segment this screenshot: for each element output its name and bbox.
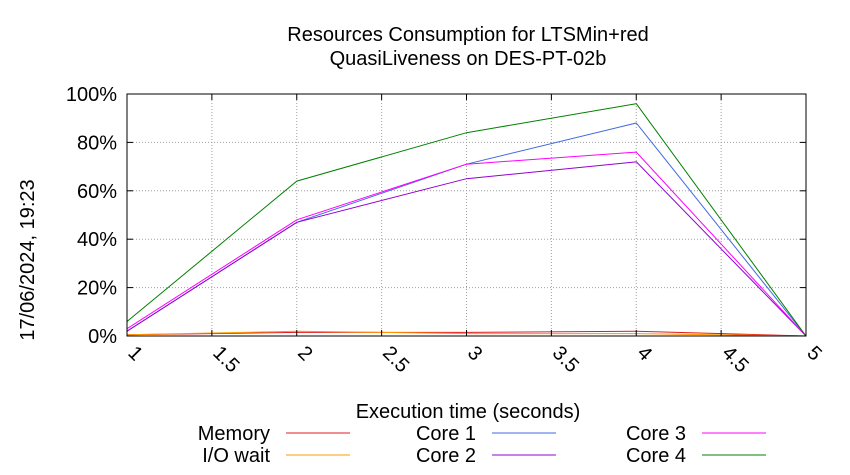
legend-label-core-2: Core 2 (416, 445, 476, 467)
y-tick-label: 60% (77, 181, 117, 203)
y-tick-label: 20% (77, 278, 117, 300)
legend-label-core-1: Core 1 (416, 423, 476, 445)
y-tick-label: 40% (77, 229, 117, 251)
x-tick-label: 3.5 (548, 342, 583, 377)
legend-label-core-3: Core 3 (626, 423, 686, 445)
series-line-core-4 (126, 103, 807, 337)
chart-title: Resources Consumption for LTSMin+red (287, 24, 648, 46)
y-tick-label: 100% (66, 84, 117, 106)
x-tick-label: 1 (123, 342, 146, 365)
chart-subtitle: QuasiLiveness on DES-PT-02b (330, 48, 607, 70)
y-tick-label: 80% (77, 132, 117, 154)
grid (126, 93, 807, 337)
series-line-core-2 (126, 161, 807, 337)
x-tick-label: 2.5 (378, 342, 413, 377)
y-tick-label: 0% (88, 326, 117, 348)
legend-label-i-o-wait: I/O wait (202, 445, 270, 467)
x-axis-label: Execution time (seconds) (356, 401, 581, 423)
x-tick-label: 5 (802, 342, 825, 365)
x-tick-label: 3 (463, 342, 486, 365)
series-line-core-3 (126, 151, 807, 337)
legend-label-core-4: Core 4 (626, 445, 686, 467)
x-tick-label: 4.5 (718, 342, 753, 377)
timestamp-label: 17/06/2024, 19:23 (17, 179, 39, 340)
x-tick-label: 2 (293, 342, 316, 365)
x-tick-label: 4 (633, 342, 656, 365)
x-tick-label: 1.5 (208, 342, 243, 377)
legend-label-memory: Memory (198, 423, 270, 445)
